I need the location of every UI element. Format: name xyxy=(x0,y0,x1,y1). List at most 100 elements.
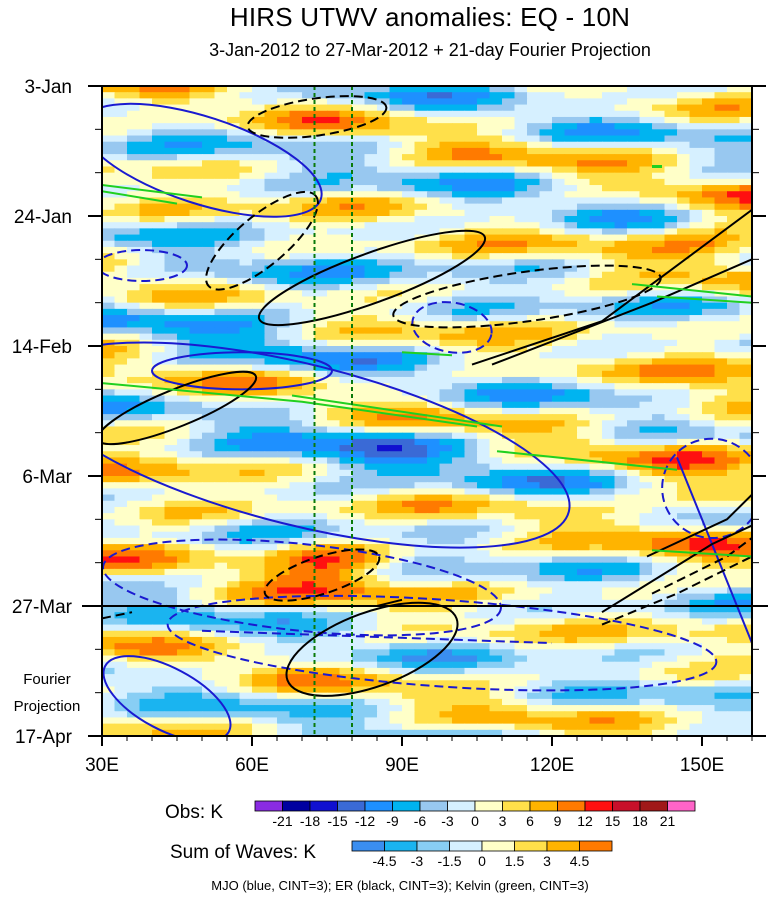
field-cell xyxy=(339,519,353,527)
field-cell xyxy=(252,141,266,149)
field-cell xyxy=(577,358,591,366)
field-cell xyxy=(102,506,116,514)
field-cell xyxy=(277,277,291,285)
field-cell xyxy=(552,166,566,174)
field-cell xyxy=(114,333,128,341)
field-cell xyxy=(502,544,516,551)
field-cell xyxy=(514,290,528,298)
field-cell xyxy=(414,550,428,558)
field-cell xyxy=(439,438,453,446)
field-cell xyxy=(577,438,591,446)
field-cell xyxy=(639,104,653,112)
field-cell xyxy=(339,562,353,570)
field-cell xyxy=(177,364,191,372)
field-cell xyxy=(477,333,491,341)
field-cell xyxy=(639,606,653,613)
field-cell xyxy=(739,432,752,440)
field-cell xyxy=(302,339,316,347)
field-cell xyxy=(552,376,566,384)
field-cell xyxy=(589,86,603,93)
field-cell xyxy=(464,426,478,434)
field-cell xyxy=(552,624,566,632)
field-cell xyxy=(689,358,703,366)
field-cell xyxy=(439,191,453,199)
field-cell xyxy=(252,265,266,273)
field-cell xyxy=(714,86,728,93)
field-cell xyxy=(727,667,741,675)
field-cell xyxy=(739,129,752,137)
field-cell xyxy=(514,178,528,186)
field-cell xyxy=(502,575,516,582)
field-cell xyxy=(327,259,341,267)
field-cell xyxy=(702,197,716,205)
field-cell xyxy=(339,525,353,533)
field-cell xyxy=(277,469,291,477)
field-cell xyxy=(364,599,378,607)
field-cell xyxy=(427,246,441,254)
field-cell xyxy=(452,160,466,168)
field-cell xyxy=(402,308,416,316)
field-cell xyxy=(177,624,191,632)
field-cell xyxy=(277,494,291,502)
field-cell xyxy=(277,513,291,520)
field-cell xyxy=(614,556,628,564)
field-cell xyxy=(164,457,178,465)
field-cell xyxy=(277,302,291,310)
field-cell xyxy=(639,661,653,669)
field-cell xyxy=(402,135,416,143)
field-cell xyxy=(352,531,366,539)
field-cell xyxy=(477,482,491,489)
field-cell xyxy=(652,414,666,421)
field-cell xyxy=(689,197,703,205)
field-cell xyxy=(577,98,591,106)
field-cell xyxy=(414,531,428,539)
field-cell xyxy=(214,674,228,681)
field-cell xyxy=(402,550,416,558)
field-cell xyxy=(102,401,116,409)
field-cell xyxy=(614,451,628,459)
field-cell xyxy=(177,123,191,130)
field-cell xyxy=(252,420,266,428)
field-cell xyxy=(489,389,503,397)
field-cell xyxy=(514,401,528,409)
field-cell xyxy=(727,123,741,130)
field-cell xyxy=(589,494,603,502)
field-cell xyxy=(464,494,478,502)
field-cell xyxy=(102,519,116,527)
field-cell xyxy=(552,315,566,322)
field-cell xyxy=(552,265,566,273)
field-cell xyxy=(202,123,216,130)
field-cell xyxy=(427,321,441,329)
field-cell xyxy=(702,116,716,124)
field-cell xyxy=(714,265,728,273)
field-cell xyxy=(689,630,703,638)
field-cell xyxy=(639,667,653,675)
field-cell xyxy=(614,624,628,632)
field-cell xyxy=(239,649,253,657)
field-cell xyxy=(414,482,428,489)
field-cell xyxy=(302,618,316,626)
field-cell xyxy=(652,544,666,551)
field-cell xyxy=(577,253,591,260)
field-cell xyxy=(152,296,166,304)
field-cell xyxy=(614,581,628,589)
field-cell xyxy=(689,352,703,359)
field-cell xyxy=(402,339,416,347)
field-cell xyxy=(477,135,491,143)
field-cell xyxy=(652,352,666,359)
field-cell xyxy=(202,98,216,106)
field-cell xyxy=(602,519,616,527)
field-cell xyxy=(727,519,741,527)
field-cell xyxy=(364,172,378,180)
field-cell xyxy=(739,160,752,168)
field-cell xyxy=(127,178,141,186)
field-cell xyxy=(552,92,566,99)
field-cell xyxy=(389,599,403,607)
field-cell xyxy=(427,618,441,626)
field-cell xyxy=(689,141,703,149)
field-cell xyxy=(627,643,641,650)
field-cell xyxy=(277,209,291,217)
field-cell xyxy=(289,315,303,322)
field-cell xyxy=(302,259,316,267)
field-cell xyxy=(377,432,391,440)
